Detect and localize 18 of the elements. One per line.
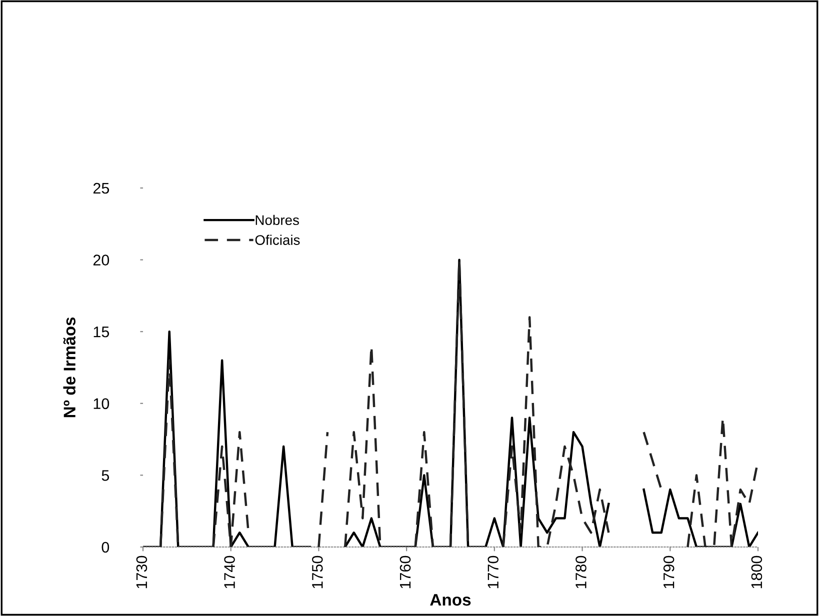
x-tick-label: 1760 <box>400 556 411 588</box>
x-tick-label: 1770 <box>488 556 499 588</box>
x-tick-label: 1730 <box>136 556 148 588</box>
y-tick-label: 15 <box>94 326 110 338</box>
y-tick-label: 20 <box>93 254 110 266</box>
x-tick-label: 1790 <box>663 556 674 588</box>
legend-label: Oficiais <box>255 234 300 245</box>
y-tick-label: 0 <box>102 542 110 553</box>
x-tick-label: 1800 <box>751 556 762 588</box>
y-tick-label: 10 <box>94 398 110 410</box>
x-tick-label: 1780 <box>576 556 586 588</box>
x-tick-label: 1750 <box>312 556 323 588</box>
x-tick-label: 1740 <box>224 556 235 588</box>
y-tick-label: 25 <box>93 182 110 194</box>
y-tick-label: 5 <box>102 470 110 481</box>
legend-label: Nobres <box>256 214 299 226</box>
y-axis-title: Nº de Irmãos <box>63 317 76 418</box>
x-axis-title: Anos <box>430 594 471 606</box>
